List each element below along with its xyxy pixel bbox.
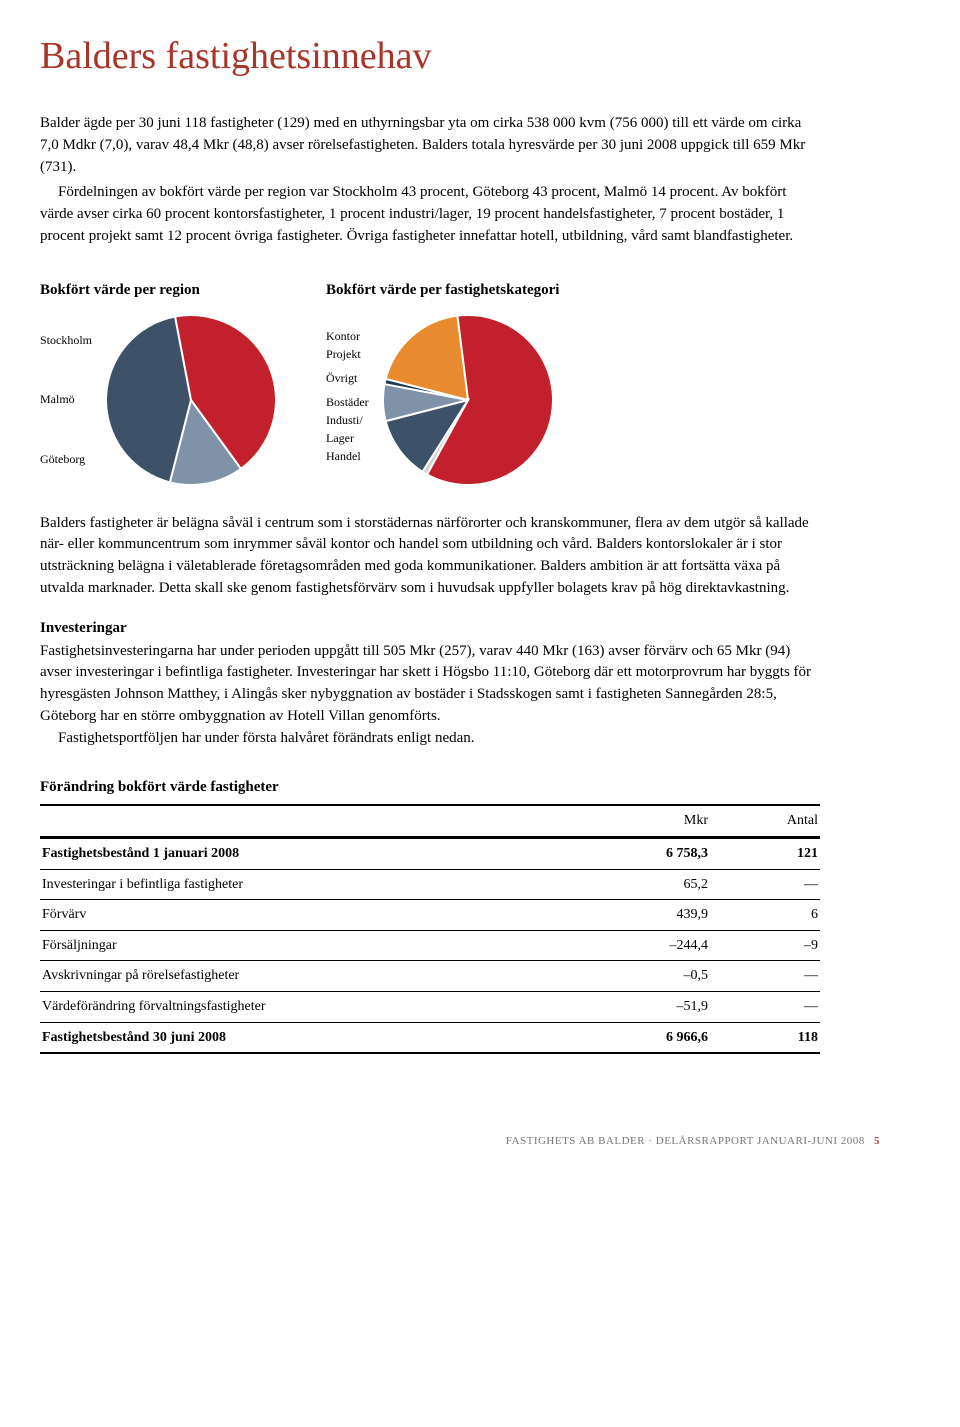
intro-p2: Fördelningen av bokfört värde per region… <box>40 182 820 247</box>
intro-p1: Balder ägde per 30 juni 118 fastigheter … <box>40 113 820 178</box>
invest-p1: Fastighetsinvesteringarna har under peri… <box>40 641 820 728</box>
change-table: Mkr Antal Fastighetsbestånd 1 januari 20… <box>40 804 820 1054</box>
page-number: 5 <box>874 1135 880 1147</box>
invest-p2: Fastighetsportföljen har under första ha… <box>40 728 820 750</box>
pie-region <box>106 315 276 485</box>
table-row: Försäljningar–244,4–9 <box>40 930 820 961</box>
table-header-row: Mkr Antal <box>40 805 820 837</box>
table-row: Fastighetsbestånd 30 juni 20086 966,6118 <box>40 1022 820 1053</box>
table-row: Avskrivningar på rörelsefastigheter–0,5— <box>40 961 820 992</box>
chart-region-labels: Stockholm Malmö Göteborg <box>40 325 92 475</box>
table-row: Värdeförändring förvaltningsfastigheter–… <box>40 992 820 1023</box>
chart-region: Bokfört värde per region Stockholm Malmö… <box>40 280 276 485</box>
charts-row: Bokfört värde per region Stockholm Malmö… <box>40 280 880 485</box>
col-mkr: Mkr <box>597 805 710 837</box>
table-title: Förändring bokfört värde fastigheter <box>40 777 880 798</box>
col-antal: Antal <box>710 805 820 837</box>
table-row: Förvärv439,96 <box>40 900 820 931</box>
chart-category: Bokfört värde per fastighetskategori Kon… <box>326 280 559 485</box>
invest-heading: Investeringar <box>40 618 880 639</box>
table-row: Fastighetsbestånd 1 januari 20086 758,31… <box>40 838 820 870</box>
chart-category-title: Bokfört värde per fastighetskategori <box>326 280 559 301</box>
footer-text: FASTIGHETS AB BALDER · DELÅRSRAPPORT JAN… <box>506 1135 865 1147</box>
table-row: Investeringar i befintliga fastigheter65… <box>40 869 820 900</box>
chart-category-labels: Kontor Projekt Övrigt Bostäder Industi/ … <box>326 325 369 475</box>
pie-category <box>383 315 553 485</box>
intro-block: Balder ägde per 30 juni 118 fastigheter … <box>40 113 880 248</box>
chart-region-title: Bokfört värde per region <box>40 280 276 301</box>
footer: FASTIGHETS AB BALDER · DELÅRSRAPPORT JAN… <box>40 1134 880 1149</box>
mid-para: Balders fastigheter är belägna såväl i c… <box>40 513 820 600</box>
page-title: Balders fastighetsinnehav <box>40 30 880 83</box>
